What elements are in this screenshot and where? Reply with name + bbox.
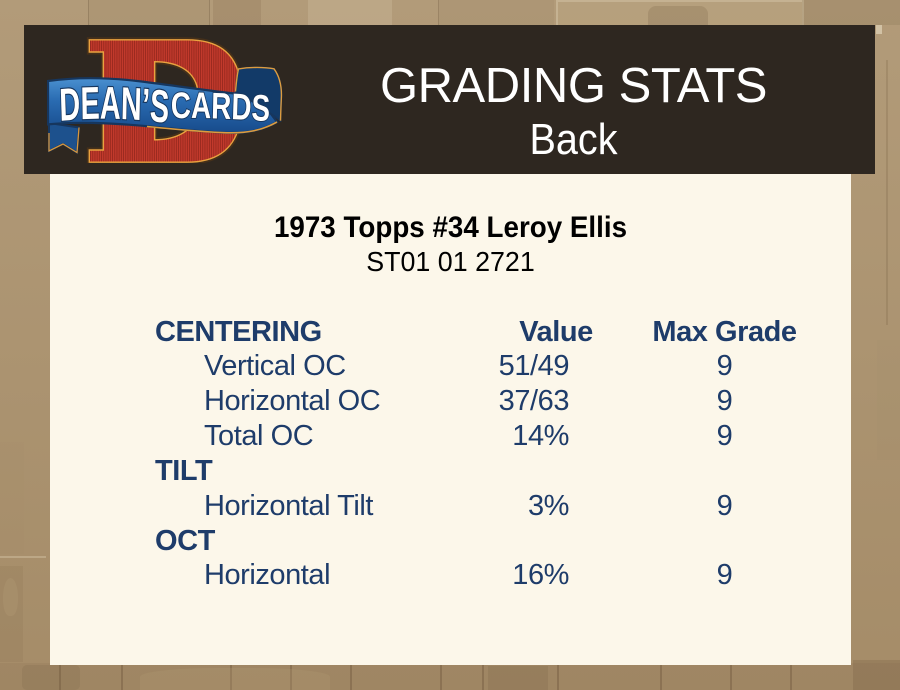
svg-text:CARDS: CARDS bbox=[171, 84, 271, 129]
svg-text:DEAN’S: DEAN’S bbox=[59, 78, 171, 134]
